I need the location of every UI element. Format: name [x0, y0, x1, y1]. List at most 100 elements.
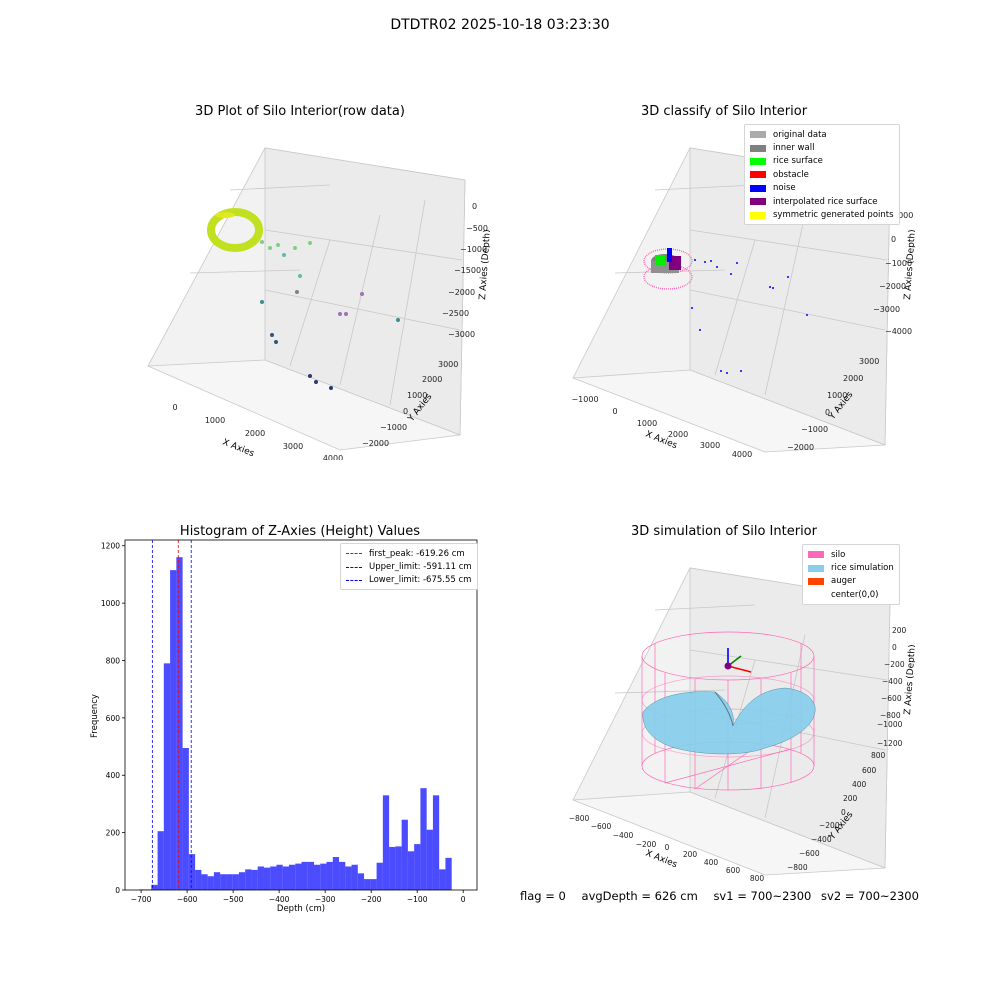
- classify-points: [643, 248, 808, 374]
- histogram-bar: [420, 788, 427, 890]
- classify-z-tick: −2000: [879, 282, 906, 291]
- raw-y-ticks: −2000 −1000 0 1000 2000 3000: [362, 360, 458, 448]
- simulation-y-tick: −800: [787, 863, 808, 872]
- histogram-bar: [439, 869, 446, 890]
- raw-axes-box: [147, 147, 466, 451]
- histogram-x-tick: −700: [131, 895, 152, 904]
- raw-z-ticks: 0 −500 −1000 −1500 −2000 −2500 −3000: [442, 202, 488, 339]
- raw-y-tick: −1000: [380, 423, 407, 432]
- raw-x-tick: 1000: [205, 416, 225, 425]
- classify-y-ticks: −2000 −1000 0 1000 2000 3000: [787, 357, 879, 452]
- histogram-bar: [163, 663, 171, 890]
- raw-z-tick: −2000: [448, 288, 475, 297]
- legend-swatch: [808, 591, 824, 598]
- raw-points: [207, 208, 400, 390]
- histogram-y-tick: 200: [106, 829, 121, 838]
- histogram-bar: [345, 866, 352, 890]
- simulation-x-tick: −400: [613, 831, 634, 840]
- simulation-z-tick: −800: [880, 711, 901, 720]
- histogram-x-tick: −300: [315, 895, 336, 904]
- classify-y-tick: 0: [825, 408, 830, 417]
- histogram-bar: [295, 863, 302, 890]
- histogram-bar: [326, 861, 333, 890]
- histogram-bar: [245, 869, 252, 890]
- histogram-bar: [395, 846, 402, 890]
- simulation-z-tick: −200: [884, 660, 905, 669]
- classify-z-tick: 1000: [893, 211, 913, 220]
- histogram-bar: [364, 879, 371, 890]
- histogram-y-tick: 1000: [101, 599, 120, 608]
- histogram-y-tick: 0: [115, 886, 120, 895]
- classify-x-tick: 4000: [732, 450, 752, 459]
- raw-x-tick: 3000: [283, 442, 303, 451]
- histogram-x-label: Depth (cm): [277, 904, 325, 914]
- simulation-x-tick: 200: [683, 850, 698, 859]
- legend-item: inner wall: [750, 141, 894, 154]
- raw-x-tick: 4000: [323, 454, 343, 460]
- simulation-z-ticks: 200 0 −200 −400 −600 −800 −1000 −1200: [877, 626, 907, 748]
- histogram-bar: [220, 874, 227, 890]
- classify-x-tick: 1000: [637, 419, 657, 428]
- histogram-bar: [376, 862, 383, 890]
- classify-z-ticks: 1000 0 −1000 −2000 −3000 −4000: [873, 211, 913, 336]
- classify-y-tick: 3000: [859, 357, 879, 366]
- histogram-bar: [195, 869, 202, 890]
- histogram-bar: [151, 884, 158, 890]
- histogram-bar: [232, 874, 239, 890]
- simulation-z-tick: −600: [881, 694, 902, 703]
- simulation-z-tick: 200: [892, 626, 907, 635]
- histogram-legend: first_peak: -619.26 cm Upper_limit: -591…: [340, 543, 478, 591]
- raw-y-tick: 1000: [407, 391, 427, 400]
- legend-item: rice simulation: [808, 561, 894, 574]
- rice-surface: [642, 687, 816, 755]
- histogram-x-tick: 0: [461, 895, 466, 904]
- auger-icon: [724, 648, 752, 673]
- classify-y-tick: −2000: [787, 443, 814, 452]
- histogram-bar: [332, 857, 340, 890]
- legend-line: [346, 553, 362, 555]
- histogram-bar: [282, 866, 289, 890]
- simulation-y-tick: 800: [871, 751, 886, 760]
- simulation-x-tick: 800: [750, 874, 765, 883]
- histogram-bar: [170, 570, 177, 890]
- histogram-bar: [314, 864, 321, 890]
- raw-x-ticks: 0 1000 2000 3000 4000: [172, 403, 343, 460]
- histogram-bar: [188, 854, 196, 890]
- histogram-bar: [207, 876, 214, 890]
- simulation-y-tick: 400: [852, 780, 867, 789]
- simulation-plot-title: 3D simulation of Silo Interior: [631, 524, 817, 539]
- legend-swatch: [808, 551, 824, 559]
- histogram-bar: [263, 867, 271, 890]
- classify-z-tick: −3000: [873, 305, 900, 314]
- histogram-x-tick: −400: [269, 895, 290, 904]
- classify-x-tick: −1000: [571, 395, 598, 404]
- histogram-bar: [357, 873, 365, 890]
- raw-plot-title: 3D Plot of Silo Interior(row data): [195, 104, 405, 119]
- histogram-bar: [351, 864, 358, 890]
- raw-y-tick: 2000: [422, 375, 442, 384]
- histogram-bar: [201, 874, 208, 890]
- raw-z-tick: −3000: [448, 330, 475, 339]
- histogram-x-tick: −600: [177, 895, 198, 904]
- classify-z-label: Z Axies (Depth): [903, 229, 915, 300]
- histogram-title: Histogram of Z-Axies (Height) Values: [179, 524, 421, 539]
- simulation-z-tick: −400: [882, 677, 903, 686]
- simulation-x-label: X Axies: [644, 849, 679, 871]
- histogram-y-tick: 800: [106, 656, 121, 665]
- simulation-x-tick: 600: [726, 866, 741, 875]
- simulation-y-tick: 600: [862, 766, 877, 775]
- legend-item: auger: [808, 575, 894, 588]
- histogram-x-tick: −100: [407, 895, 428, 904]
- simulation-y-tick: −200: [819, 821, 840, 830]
- raw-y-tick: −2000: [362, 439, 389, 448]
- classify-x-ticks: −1000 0 1000 2000 3000 4000: [571, 395, 752, 459]
- simulation-z-tick: −1200: [877, 739, 903, 748]
- histogram-bar: [176, 557, 183, 890]
- classify-z-tick: −1000: [885, 259, 912, 268]
- raw-z-tick: 0: [472, 202, 477, 211]
- legend-item: obstacle: [750, 168, 894, 181]
- flag-text: flag = 0: [520, 889, 566, 903]
- histogram-chart: −700 −600 −500 −400 −300 −200 −100 0 0 200 400 600…: [90, 539, 478, 914]
- histogram-bar: [257, 866, 264, 890]
- histogram-bar: [414, 844, 421, 890]
